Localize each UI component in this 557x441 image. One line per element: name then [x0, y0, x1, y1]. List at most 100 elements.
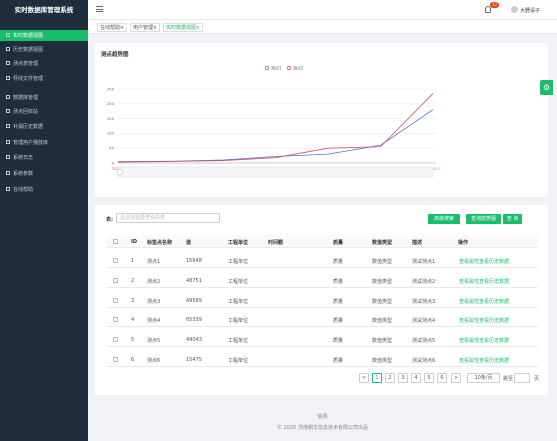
user-name[interactable]: 大野设子	[520, 8, 541, 14]
tab-close[interactable]: ×	[119, 25, 124, 31]
action-link[interactable]: 查看历史数据	[479, 298, 510, 305]
table-cell: 测点6	[147, 358, 161, 364]
tab[interactable]: 实时数据视图 ×	[163, 23, 203, 32]
checkbox[interactable]	[113, 337, 118, 343]
table-cell: 测试测点3	[412, 298, 436, 305]
action-link[interactable]: 查看属性	[459, 318, 480, 325]
action-link[interactable]: 查看属性	[459, 298, 480, 305]
menu-item[interactable]: 数据库管理	[13, 95, 39, 101]
table-cell: 数值类型	[372, 278, 393, 285]
menu-item[interactable]: 在线帮助	[13, 187, 34, 193]
page-number[interactable]: 1	[372, 373, 382, 383]
tab[interactable]: 在线帮助 ×	[97, 23, 127, 32]
menu-item[interactable]: 实时数据视图	[13, 33, 44, 39]
settings-button[interactable]: ⚙	[540, 80, 553, 95]
page-number[interactable]: 2	[385, 373, 395, 383]
menu-item[interactable]: 管理用户播放库	[13, 140, 49, 146]
table-cell: 测点4	[147, 318, 161, 325]
series-line	[117, 93, 434, 163]
checkbox[interactable]	[113, 277, 118, 283]
menu-item[interactable]: 测点表管理	[13, 61, 39, 67]
footer-copyright: © 2020 济南朝华信息技术有限公司出品	[277, 425, 368, 431]
notification-badge: 12	[490, 2, 499, 8]
jump-input[interactable]	[514, 373, 530, 383]
trend-chart: 测点趋势图测点1测点20501001502002502020-12020-220…	[101, 50, 440, 178]
menu-item[interactable]: 导线文件管理	[13, 76, 44, 82]
action-link[interactable]: 查看历史数据	[479, 259, 510, 265]
table-cell: 测试测点5	[412, 338, 436, 345]
menu-icon	[6, 47, 10, 51]
row-divider	[107, 346, 538, 347]
table-cell: 15648	[186, 258, 202, 264]
menu-item[interactable]: 补漏历史数据	[13, 124, 44, 130]
menu-toggle[interactable]	[96, 6, 103, 12]
checkbox[interactable]	[113, 357, 118, 362]
menu-item[interactable]: 历史数据视图	[13, 47, 44, 53]
menu-icon	[6, 109, 10, 113]
table-cell: 测试测点6	[412, 358, 436, 364]
table-cell: 5	[131, 337, 135, 344]
y-tick-label: 250	[107, 86, 115, 91]
action-link[interactable]: 查看历史数据	[479, 278, 510, 285]
page-number[interactable]: 3	[398, 373, 408, 383]
checkbox[interactable]	[113, 239, 118, 244]
table-cell: 质量	[333, 259, 344, 265]
table-select[interactable]: 请选择需要查看的表	[116, 213, 220, 223]
table-header: 值	[186, 240, 192, 246]
toolbar-button[interactable]: 查 询	[503, 214, 522, 224]
table-cell: 49043	[186, 337, 202, 344]
checkbox[interactable]	[113, 297, 118, 303]
action-link[interactable]: 查看属性	[459, 338, 480, 345]
tab[interactable]: 用户管理 ×	[130, 23, 160, 32]
tab-close[interactable]: ×	[152, 25, 157, 31]
toolbar-button[interactable]: 查询趋势图	[466, 214, 501, 224]
page-number[interactable]: 6	[437, 373, 447, 383]
table-cell: 工程单位	[228, 278, 249, 285]
jump-label: 跳至	[503, 376, 514, 382]
action-link[interactable]: 查看历史数据	[479, 358, 510, 364]
toolbar-button[interactable]: 高级搜索	[428, 214, 460, 224]
page-number[interactable]: 4	[411, 373, 421, 383]
table-cell: 工程单位	[228, 358, 249, 364]
tab-close[interactable]: ×	[195, 25, 200, 31]
table-cell: 质量	[333, 318, 344, 325]
action-link[interactable]: 查看历史数据	[479, 318, 510, 325]
table-cell: 质量	[333, 298, 344, 305]
action-link[interactable]: 查看属性	[459, 358, 480, 364]
bell-icon[interactable]	[485, 6, 491, 13]
legend-marker	[286, 65, 292, 71]
menu-icon	[6, 95, 10, 99]
table-cell: 48751	[186, 277, 202, 284]
table-cell: 数值类型	[372, 298, 393, 305]
y-tick-label: 200	[107, 101, 115, 106]
action-link[interactable]: 查看属性	[459, 278, 480, 285]
menu-item[interactable]: 系统参数	[13, 171, 34, 177]
page-prev[interactable]: <	[359, 373, 369, 383]
menu-toggle-bar	[96, 9, 103, 10]
menu-item[interactable]: 测点回收站	[13, 109, 39, 115]
table-cell: 49589	[186, 297, 202, 304]
row-divider	[107, 326, 538, 327]
table-header: 时间戳	[268, 240, 284, 246]
table-cell: 数值类型	[372, 259, 393, 265]
page-size[interactable]: 10条/页	[467, 373, 500, 383]
table-cell: 3	[131, 297, 135, 304]
menu-active-bg	[0, 30, 88, 41]
menu-item[interactable]: 系统日志	[13, 155, 34, 161]
menu-icon	[6, 140, 10, 144]
menu-icon	[6, 33, 10, 37]
table-cell: 15475	[186, 357, 202, 363]
avatar	[511, 6, 518, 13]
footer-link[interactable]: 官网	[317, 414, 328, 420]
table-cell: 数值类型	[372, 358, 393, 364]
sidebar-title: 实时数据库管理系统	[14, 6, 74, 14]
action-link[interactable]: 查看历史数据	[479, 338, 510, 345]
legend-marker	[264, 65, 270, 71]
checkbox[interactable]	[113, 317, 118, 323]
table-cell: 工程单位	[228, 338, 249, 345]
table-header: ID	[131, 239, 138, 245]
page-next[interactable]: >	[451, 373, 461, 383]
checkbox[interactable]	[113, 258, 118, 263]
page-number[interactable]: 5	[424, 373, 434, 383]
action-link[interactable]: 查看属性	[459, 259, 480, 265]
